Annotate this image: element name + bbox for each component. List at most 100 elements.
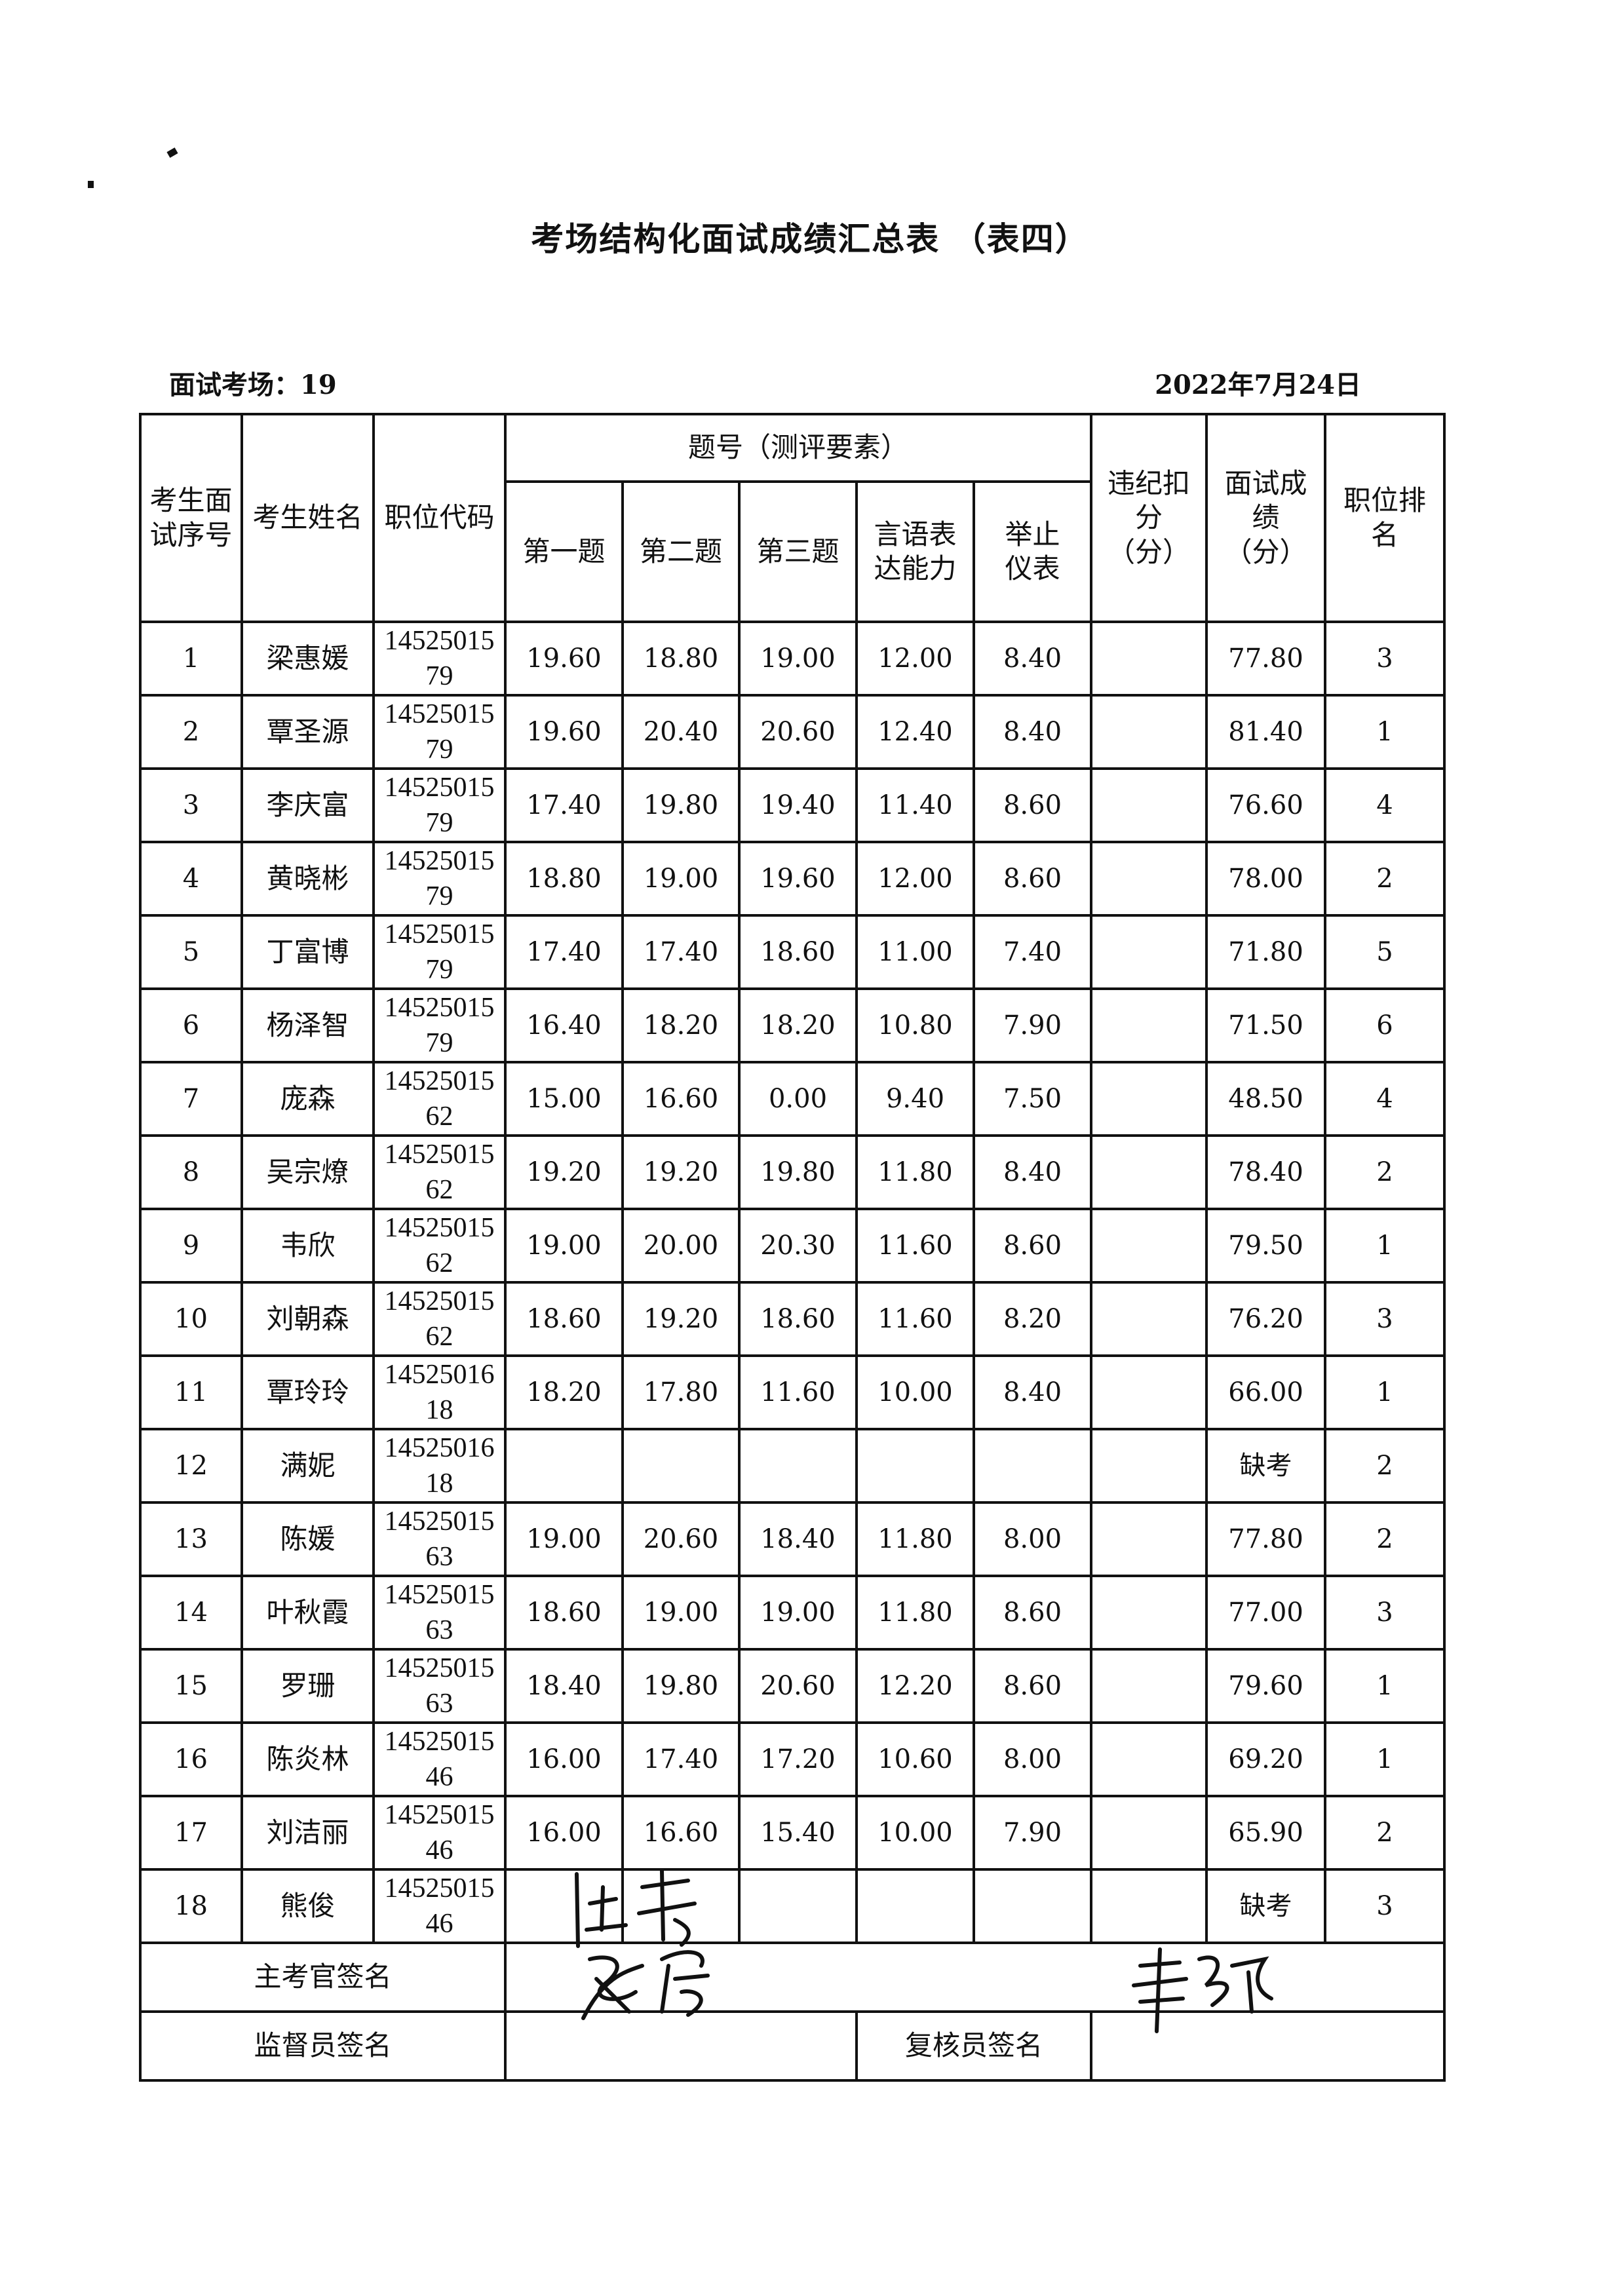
cell-speech: 11.60 — [855, 1208, 975, 1284]
cell-score: 48.50 — [1205, 1061, 1327, 1137]
cell-deduction — [1090, 1428, 1208, 1504]
cell-q3: 18.60 — [738, 1281, 858, 1357]
cell-q2: 19.80 — [621, 767, 741, 843]
code-line-2: 79 — [425, 1028, 453, 1058]
code-line-1: 14525015 — [384, 1139, 495, 1170]
cell-code: 14525015 62 — [372, 1134, 507, 1210]
cell-code: 14525015 62 — [372, 1281, 507, 1357]
chief-examiner-label: 主考官签名 — [139, 1942, 507, 2013]
cell-name: 熊俊 — [241, 1868, 375, 1944]
cell-score: 缺考 — [1205, 1868, 1327, 1944]
cell-demeanor — [972, 1868, 1093, 1944]
header-name: 考生姓名 — [241, 413, 375, 623]
code-line-1: 14525015 — [384, 1727, 495, 1757]
cell-q2: 18.80 — [621, 621, 741, 697]
code-line-2: 79 — [425, 661, 453, 691]
cell-score: 77.00 — [1205, 1575, 1327, 1651]
cell-score: 78.40 — [1205, 1134, 1327, 1210]
cell-speech: 10.00 — [855, 1795, 975, 1871]
cell-demeanor: 7.40 — [972, 914, 1093, 990]
table-row: 12 满妮 14525016 18 缺考 2 — [139, 1428, 1446, 1504]
cell-seq: 9 — [139, 1208, 243, 1284]
cell-rank: 2 — [1324, 1501, 1446, 1577]
cell-code: 14525015 63 — [372, 1648, 507, 1724]
table-row: 10 刘朝森 14525015 62 18.60 19.20 18.60 11.60 8.20 7… — [139, 1281, 1446, 1357]
cell-rank: 2 — [1324, 1134, 1446, 1210]
code-line-1: 14525015 — [384, 1653, 495, 1683]
cell-q2: 17.40 — [621, 1721, 741, 1797]
header-code: 职位代码 — [372, 413, 507, 623]
cell-name: 刘洁丽 — [241, 1795, 375, 1871]
cell-demeanor: 8.60 — [972, 841, 1093, 917]
cell-q2: 19.20 — [621, 1134, 741, 1210]
cell-code: 14525015 63 — [372, 1501, 507, 1577]
cell-rank: 1 — [1324, 1354, 1446, 1430]
code-line-1: 14525015 — [384, 1066, 495, 1096]
date: 2022年7月24日 — [1155, 370, 1361, 400]
table-row: 7 庞森 14525015 62 15.00 16.60 0.00 9.40 7.50 48.50… — [139, 1061, 1446, 1137]
table-row: 18 熊俊 14525015 46 缺考 3 — [139, 1868, 1446, 1944]
code-line-1: 14525015 — [384, 1580, 495, 1610]
table-row: 15 罗珊 14525015 63 18.40 19.80 20.60 12.20 8.60 79… — [139, 1648, 1446, 1724]
cell-speech: 10.00 — [855, 1354, 975, 1430]
cell-score: 76.60 — [1205, 767, 1327, 843]
cell-q3: 17.20 — [738, 1721, 858, 1797]
cell-speech: 12.20 — [855, 1648, 975, 1724]
cell-q1: 18.40 — [504, 1648, 624, 1724]
code-line-1: 14525015 — [384, 1286, 495, 1316]
cell-code: 14525016 18 — [372, 1428, 507, 1504]
cell-deduction — [1090, 987, 1208, 1063]
cell-speech: 11.60 — [855, 1281, 975, 1357]
cell-seq: 2 — [139, 694, 243, 770]
cell-deduction — [1090, 621, 1208, 697]
cell-name: 梁惠媛 — [241, 621, 375, 697]
cell-demeanor: 8.40 — [972, 694, 1093, 770]
table-row: 16 陈炎林 14525015 46 16.00 17.40 17.20 10.60 8.00 6… — [139, 1721, 1446, 1797]
cell-rank: 4 — [1324, 1061, 1446, 1137]
cell-score: 69.20 — [1205, 1721, 1327, 1797]
cell-seq: 16 — [139, 1721, 243, 1797]
code-line-2: 46 — [425, 1909, 453, 1939]
cell-q1: 18.60 — [504, 1281, 624, 1357]
cell-q2: 20.00 — [621, 1208, 741, 1284]
cell-speech: 11.40 — [855, 767, 975, 843]
cell-code: 14525015 79 — [372, 621, 507, 697]
code-line-1: 14525015 — [384, 626, 495, 656]
cell-q1: 19.60 — [504, 621, 624, 697]
cell-q2: 20.60 — [621, 1501, 741, 1577]
cell-demeanor: 8.00 — [972, 1501, 1093, 1577]
code-line-2: 46 — [425, 1762, 453, 1792]
cell-speech: 12.00 — [855, 841, 975, 917]
cell-q3: 18.40 — [738, 1501, 858, 1577]
cell-deduction — [1090, 767, 1208, 843]
score-table: 考生面试序号 考生姓名 职位代码 题号（测评要素） 违纪扣分（分） 面试成绩（分… — [139, 413, 1446, 2082]
header-seq: 考生面试序号 — [139, 413, 243, 623]
header-score: 面试成绩（分） — [1205, 413, 1327, 623]
cell-code: 14525015 46 — [372, 1721, 507, 1797]
cell-seq: 7 — [139, 1061, 243, 1137]
code-line-2: 46 — [425, 1835, 453, 1866]
cell-q2 — [621, 1428, 741, 1504]
cell-deduction — [1090, 914, 1208, 990]
code-line-1: 14525015 — [384, 1506, 495, 1537]
cell-seq: 3 — [139, 767, 243, 843]
cell-rank: 2 — [1324, 1795, 1446, 1871]
cell-q2: 19.00 — [621, 841, 741, 917]
cell-speech: 11.80 — [855, 1134, 975, 1210]
cell-demeanor: 8.00 — [972, 1721, 1093, 1797]
cell-name: 刘朝森 — [241, 1281, 375, 1357]
code-line-2: 18 — [425, 1468, 453, 1499]
cell-rank: 1 — [1324, 1721, 1446, 1797]
scan-speck — [166, 147, 178, 158]
cell-name: 杨泽智 — [241, 987, 375, 1063]
scan-speck — [88, 181, 94, 188]
cell-q1: 17.40 — [504, 767, 624, 843]
venue-label: 面试考场：19 — [169, 370, 337, 400]
cell-deduction — [1090, 1208, 1208, 1284]
cell-name: 陈媛 — [241, 1501, 375, 1577]
code-line-1: 14525015 — [384, 699, 495, 729]
code-line-2: 79 — [425, 881, 453, 911]
cell-score: 65.90 — [1205, 1795, 1327, 1871]
cell-seq: 15 — [139, 1648, 243, 1724]
cell-q3 — [738, 1868, 858, 1944]
